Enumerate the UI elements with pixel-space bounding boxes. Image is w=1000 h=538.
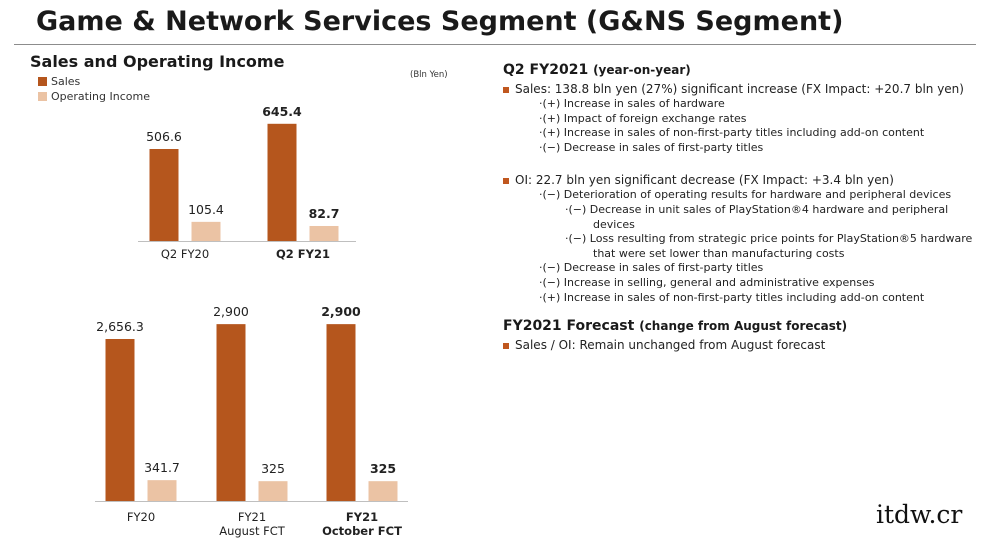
bar-operating-income bbox=[368, 481, 398, 501]
data-label-sales: 645.4 bbox=[262, 104, 302, 119]
page-title: Game & Network Services Segment (G&NS Se… bbox=[36, 6, 844, 37]
sales-factors-list: ·(+) Increase in sales of hardware ·(+) … bbox=[503, 97, 993, 155]
forecast-heading: FY2021 Forecast (change from August fore… bbox=[503, 318, 993, 334]
sales-bullet-text: Sales: 138.8 bln yen (27%) significant i… bbox=[515, 82, 964, 96]
list-item: that were set lower than manufacturing c… bbox=[593, 246, 845, 260]
bar-operating-income bbox=[309, 225, 339, 241]
bullet-square-icon bbox=[503, 87, 509, 93]
legend-swatch-operating-income bbox=[38, 92, 47, 101]
list-item: ·(−) Decrease in sales of first-party ti… bbox=[539, 140, 764, 154]
list-item: ·(−) Decrease in unit sales of PlayStati… bbox=[565, 202, 949, 216]
legend-item-operating-income: Operating Income bbox=[38, 89, 150, 104]
bar-operating-income bbox=[258, 481, 288, 501]
category-label: FY21 bbox=[238, 510, 266, 524]
list-item: ·(−) Deterioration of operating results … bbox=[539, 188, 952, 202]
q2-heading-note: (year-on-year) bbox=[593, 63, 691, 77]
list-item: ·(−) Increase in selling, general and ad… bbox=[539, 275, 875, 289]
legend-swatch-sales bbox=[38, 77, 47, 86]
sales-bullet: Sales: 138.8 bln yen (27%) significant i… bbox=[503, 82, 993, 97]
unit-note: (Bln Yen) bbox=[410, 70, 448, 80]
list-item: ·(+) Increase in sales of non-first-part… bbox=[539, 126, 925, 140]
category-label: October FCT bbox=[322, 524, 402, 538]
bar-operating-income bbox=[191, 221, 221, 241]
forecast-bullet: Sales / OI: Remain unchanged from August… bbox=[503, 338, 993, 353]
q2-heading: Q2 FY2021 (year-on-year) bbox=[503, 62, 993, 78]
category-label: Q2 FY20 bbox=[161, 247, 209, 261]
oi-factors-list: ·(−) Deterioration of operating results … bbox=[503, 188, 993, 305]
list-item: ·(+) Impact of foreign exchange rates bbox=[539, 111, 747, 125]
bullet-square-icon bbox=[503, 178, 509, 185]
list-item: devices bbox=[593, 217, 635, 231]
bar-sales bbox=[105, 339, 135, 501]
watermark: itdw.cr bbox=[876, 500, 963, 529]
list-item: ·(+) Increase in sales of hardware bbox=[539, 97, 725, 110]
list-item: ·(−) Decrease in sales of first-party ti… bbox=[539, 261, 764, 275]
commentary-panel: Q2 FY2021 (year-on-year) Sales: 138.8 bl… bbox=[503, 62, 993, 353]
forecast-heading-note: (change from August forecast) bbox=[639, 319, 848, 334]
list-item: ·(−) Loss resulting from strategic price… bbox=[565, 232, 973, 246]
data-label-sales: 2,900 bbox=[321, 304, 361, 319]
bar-sales bbox=[326, 324, 356, 501]
chart-legend: Sales Operating Income bbox=[38, 74, 150, 104]
chart-heading: Sales and Operating Income bbox=[30, 52, 285, 71]
data-label-operating-income: 105.4 bbox=[188, 202, 224, 217]
legend-item-sales: Sales bbox=[38, 74, 150, 89]
q2-heading-text: Q2 FY2021 bbox=[503, 62, 589, 78]
data-label-operating-income: 341.7 bbox=[144, 460, 180, 475]
data-label-operating-income: 325 bbox=[261, 461, 285, 476]
forecast-bullet-text: Sales / OI: Remain unchanged from August… bbox=[515, 338, 826, 353]
category-label: August FCT bbox=[219, 524, 286, 538]
oi-bullet: OI: 22.7 bln yen significant decrease (F… bbox=[503, 173, 993, 188]
category-label: FY21 bbox=[346, 510, 378, 524]
data-label-operating-income: 325 bbox=[370, 461, 396, 476]
oi-bullet-text: OI: 22.7 bln yen significant decrease (F… bbox=[515, 173, 894, 188]
data-label-sales: 2,656.3 bbox=[96, 319, 144, 334]
title-rule bbox=[14, 44, 976, 45]
data-label-operating-income: 82.7 bbox=[309, 206, 340, 221]
bar-sales bbox=[149, 149, 179, 241]
data-label-sales: 2,900 bbox=[213, 304, 249, 319]
bar-operating-income bbox=[147, 480, 177, 501]
list-item: ·(+) Increase in sales of non-first-part… bbox=[539, 290, 925, 304]
forecast-heading-text: FY2021 Forecast bbox=[503, 318, 635, 335]
bar-charts: 506.6 645.4 105.4 82.7 Q2 FY20 Q2 FY21 2,656.3… bbox=[95, 104, 408, 538]
chart-1: 506.6 645.4 105.4 82.7 Q2 FY20 Q2 FY21 bbox=[138, 104, 356, 261]
bar-sales bbox=[267, 123, 297, 241]
legend-label-sales: Sales bbox=[51, 75, 81, 88]
bar-sales bbox=[216, 324, 246, 501]
data-label-sales: 506.6 bbox=[146, 129, 182, 144]
category-label: FY20 bbox=[127, 510, 155, 524]
legend-label-operating-income: Operating Income bbox=[51, 90, 150, 103]
bullet-square-icon bbox=[503, 343, 509, 350]
category-label: Q2 FY21 bbox=[276, 247, 330, 261]
